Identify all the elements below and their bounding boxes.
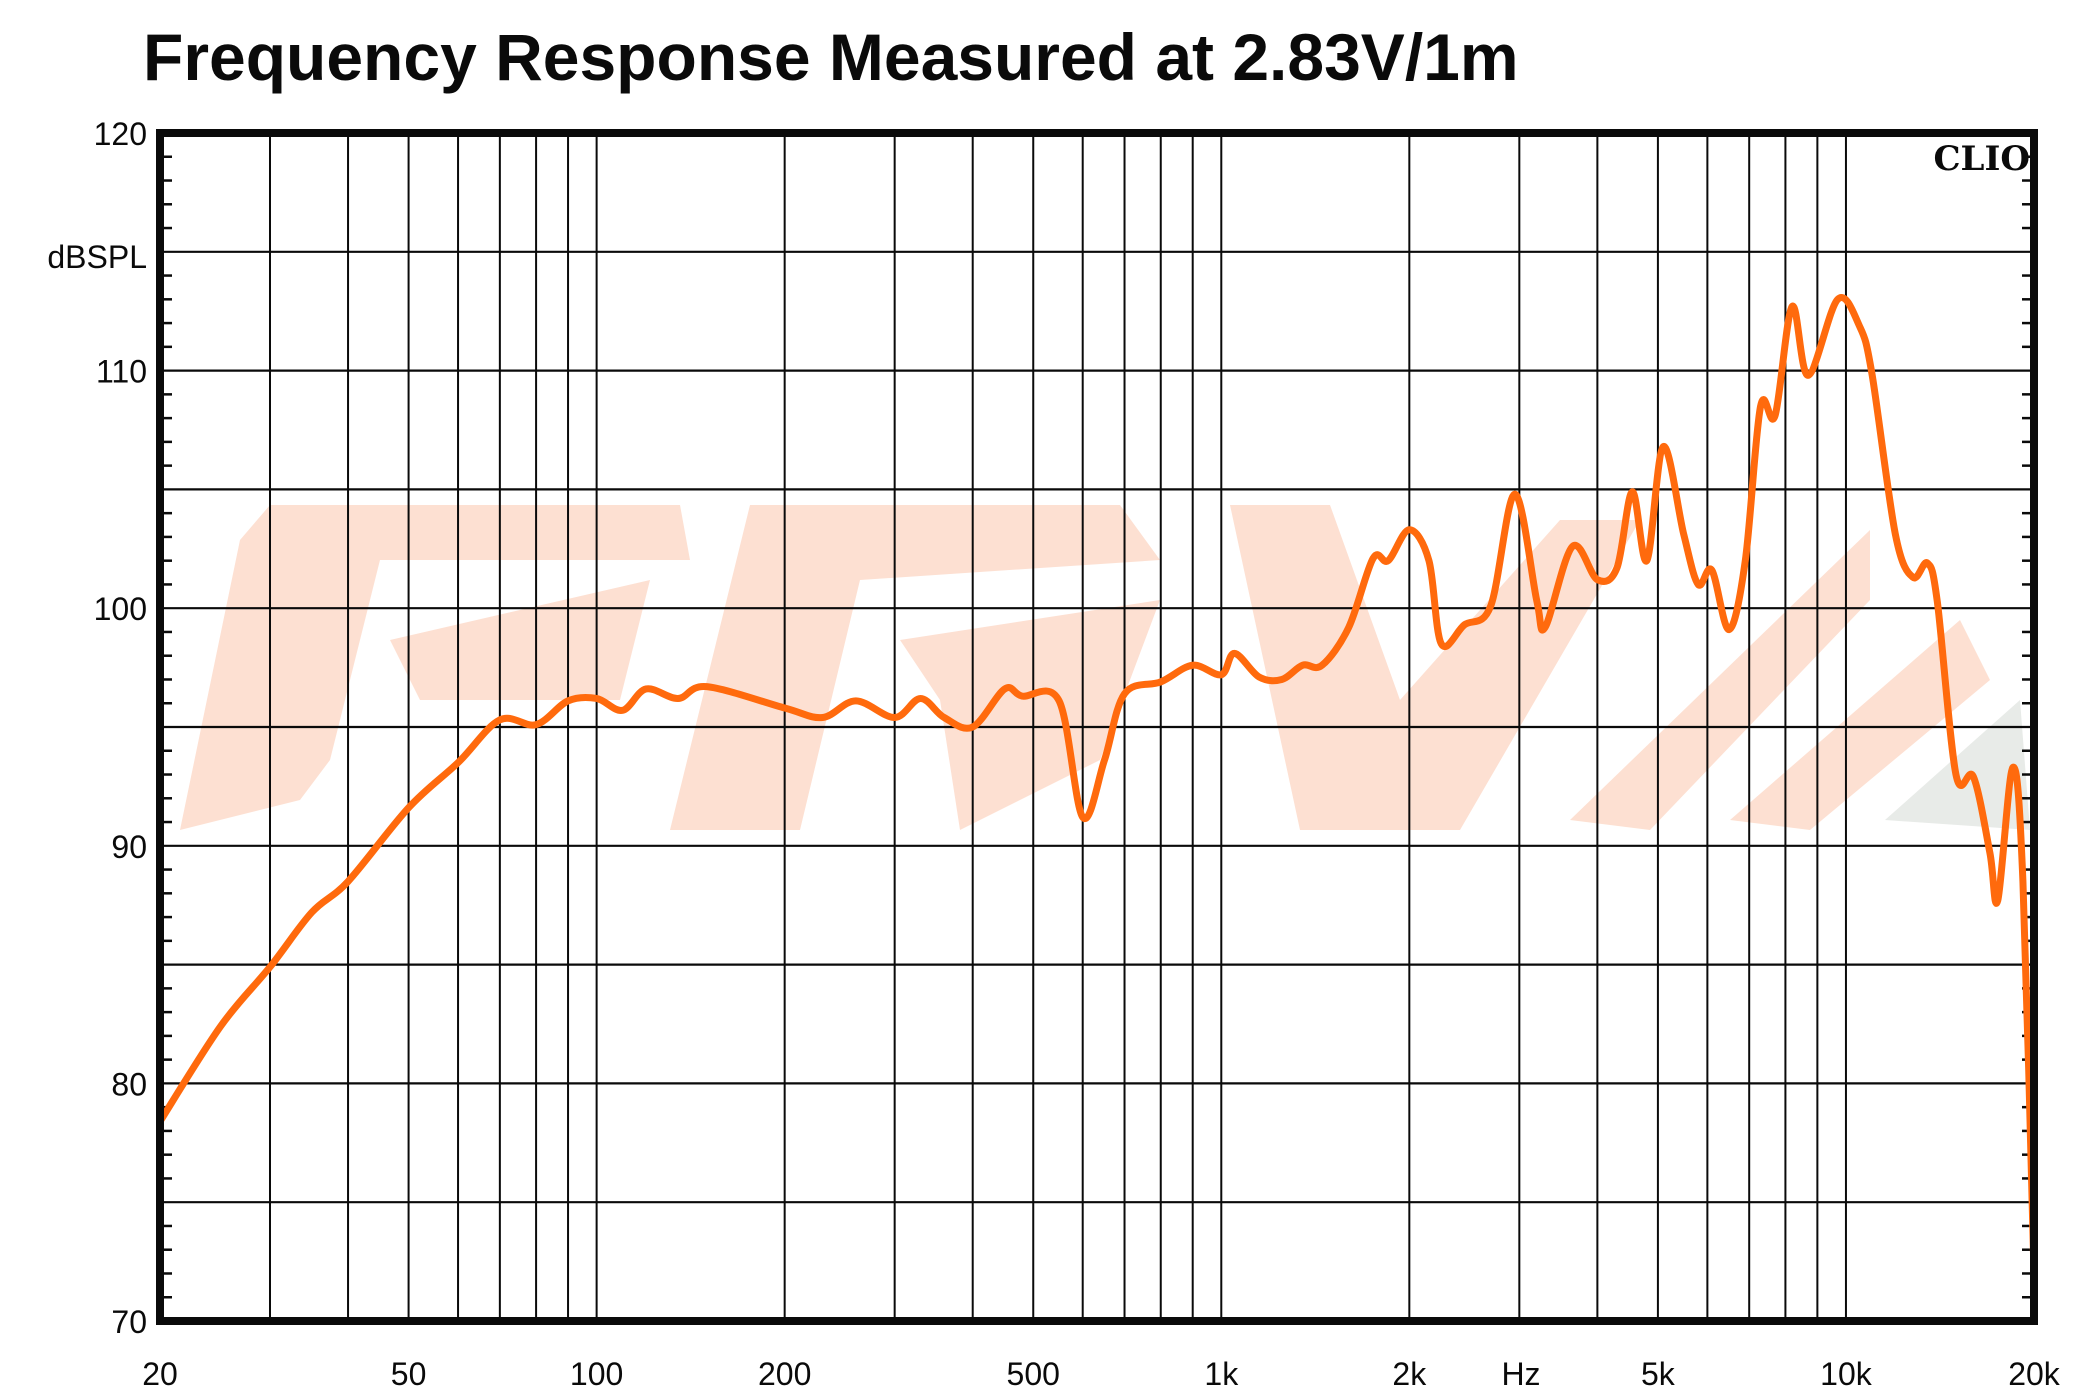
x-tick-label: 2k — [1392, 1356, 1427, 1392]
watermark-shape — [670, 505, 1160, 830]
x-tick-label: 100 — [570, 1356, 623, 1392]
x-tick-label: 20k — [2008, 1356, 2061, 1392]
y-tick-label: 100 — [94, 591, 147, 627]
x-tick-label: 200 — [758, 1356, 811, 1392]
x-tick-label: 5k — [1641, 1356, 1676, 1392]
watermark-shape — [900, 600, 1160, 830]
watermark-shape — [1730, 620, 1990, 830]
watermark-shape — [180, 505, 690, 830]
x-tick-label: 1k — [1204, 1356, 1239, 1392]
x-tick-label: 20 — [142, 1356, 178, 1392]
curve-layer — [156, 294, 2038, 1277]
axis-labels: 120 110 100 90 80 70 20 50 100 200 500 1k 2k 5k 10k 20k — [94, 116, 2061, 1392]
y-tick-label: 70 — [111, 1304, 147, 1340]
y-axis-label: dBSPL — [47, 239, 147, 275]
y-tick-label: 120 — [94, 116, 147, 152]
watermark-shape — [390, 580, 650, 700]
grid — [160, 133, 2034, 1321]
x-tick-label: 10k — [1820, 1356, 1873, 1392]
x-tick-label: 500 — [1007, 1356, 1060, 1392]
frequency-response-line — [156, 294, 2038, 1277]
x-tick-label: 50 — [391, 1356, 427, 1392]
clio-brand-label: CLIO — [1934, 139, 2031, 179]
chart-title: Frequency Response Measured at 2.83V/1m — [143, 20, 1519, 94]
watermark-shape — [1570, 530, 1870, 830]
plot-border — [156, 129, 2038, 1325]
x-axis-label: Hz — [1501, 1356, 1540, 1392]
watermark-shape — [1230, 505, 1640, 830]
plot-frame — [156, 129, 2038, 1325]
y-tick-label: 110 — [96, 354, 147, 390]
y-tick-label: 80 — [111, 1066, 147, 1102]
y-tick-label: 90 — [111, 829, 147, 865]
watermark-logo — [180, 505, 2030, 830]
